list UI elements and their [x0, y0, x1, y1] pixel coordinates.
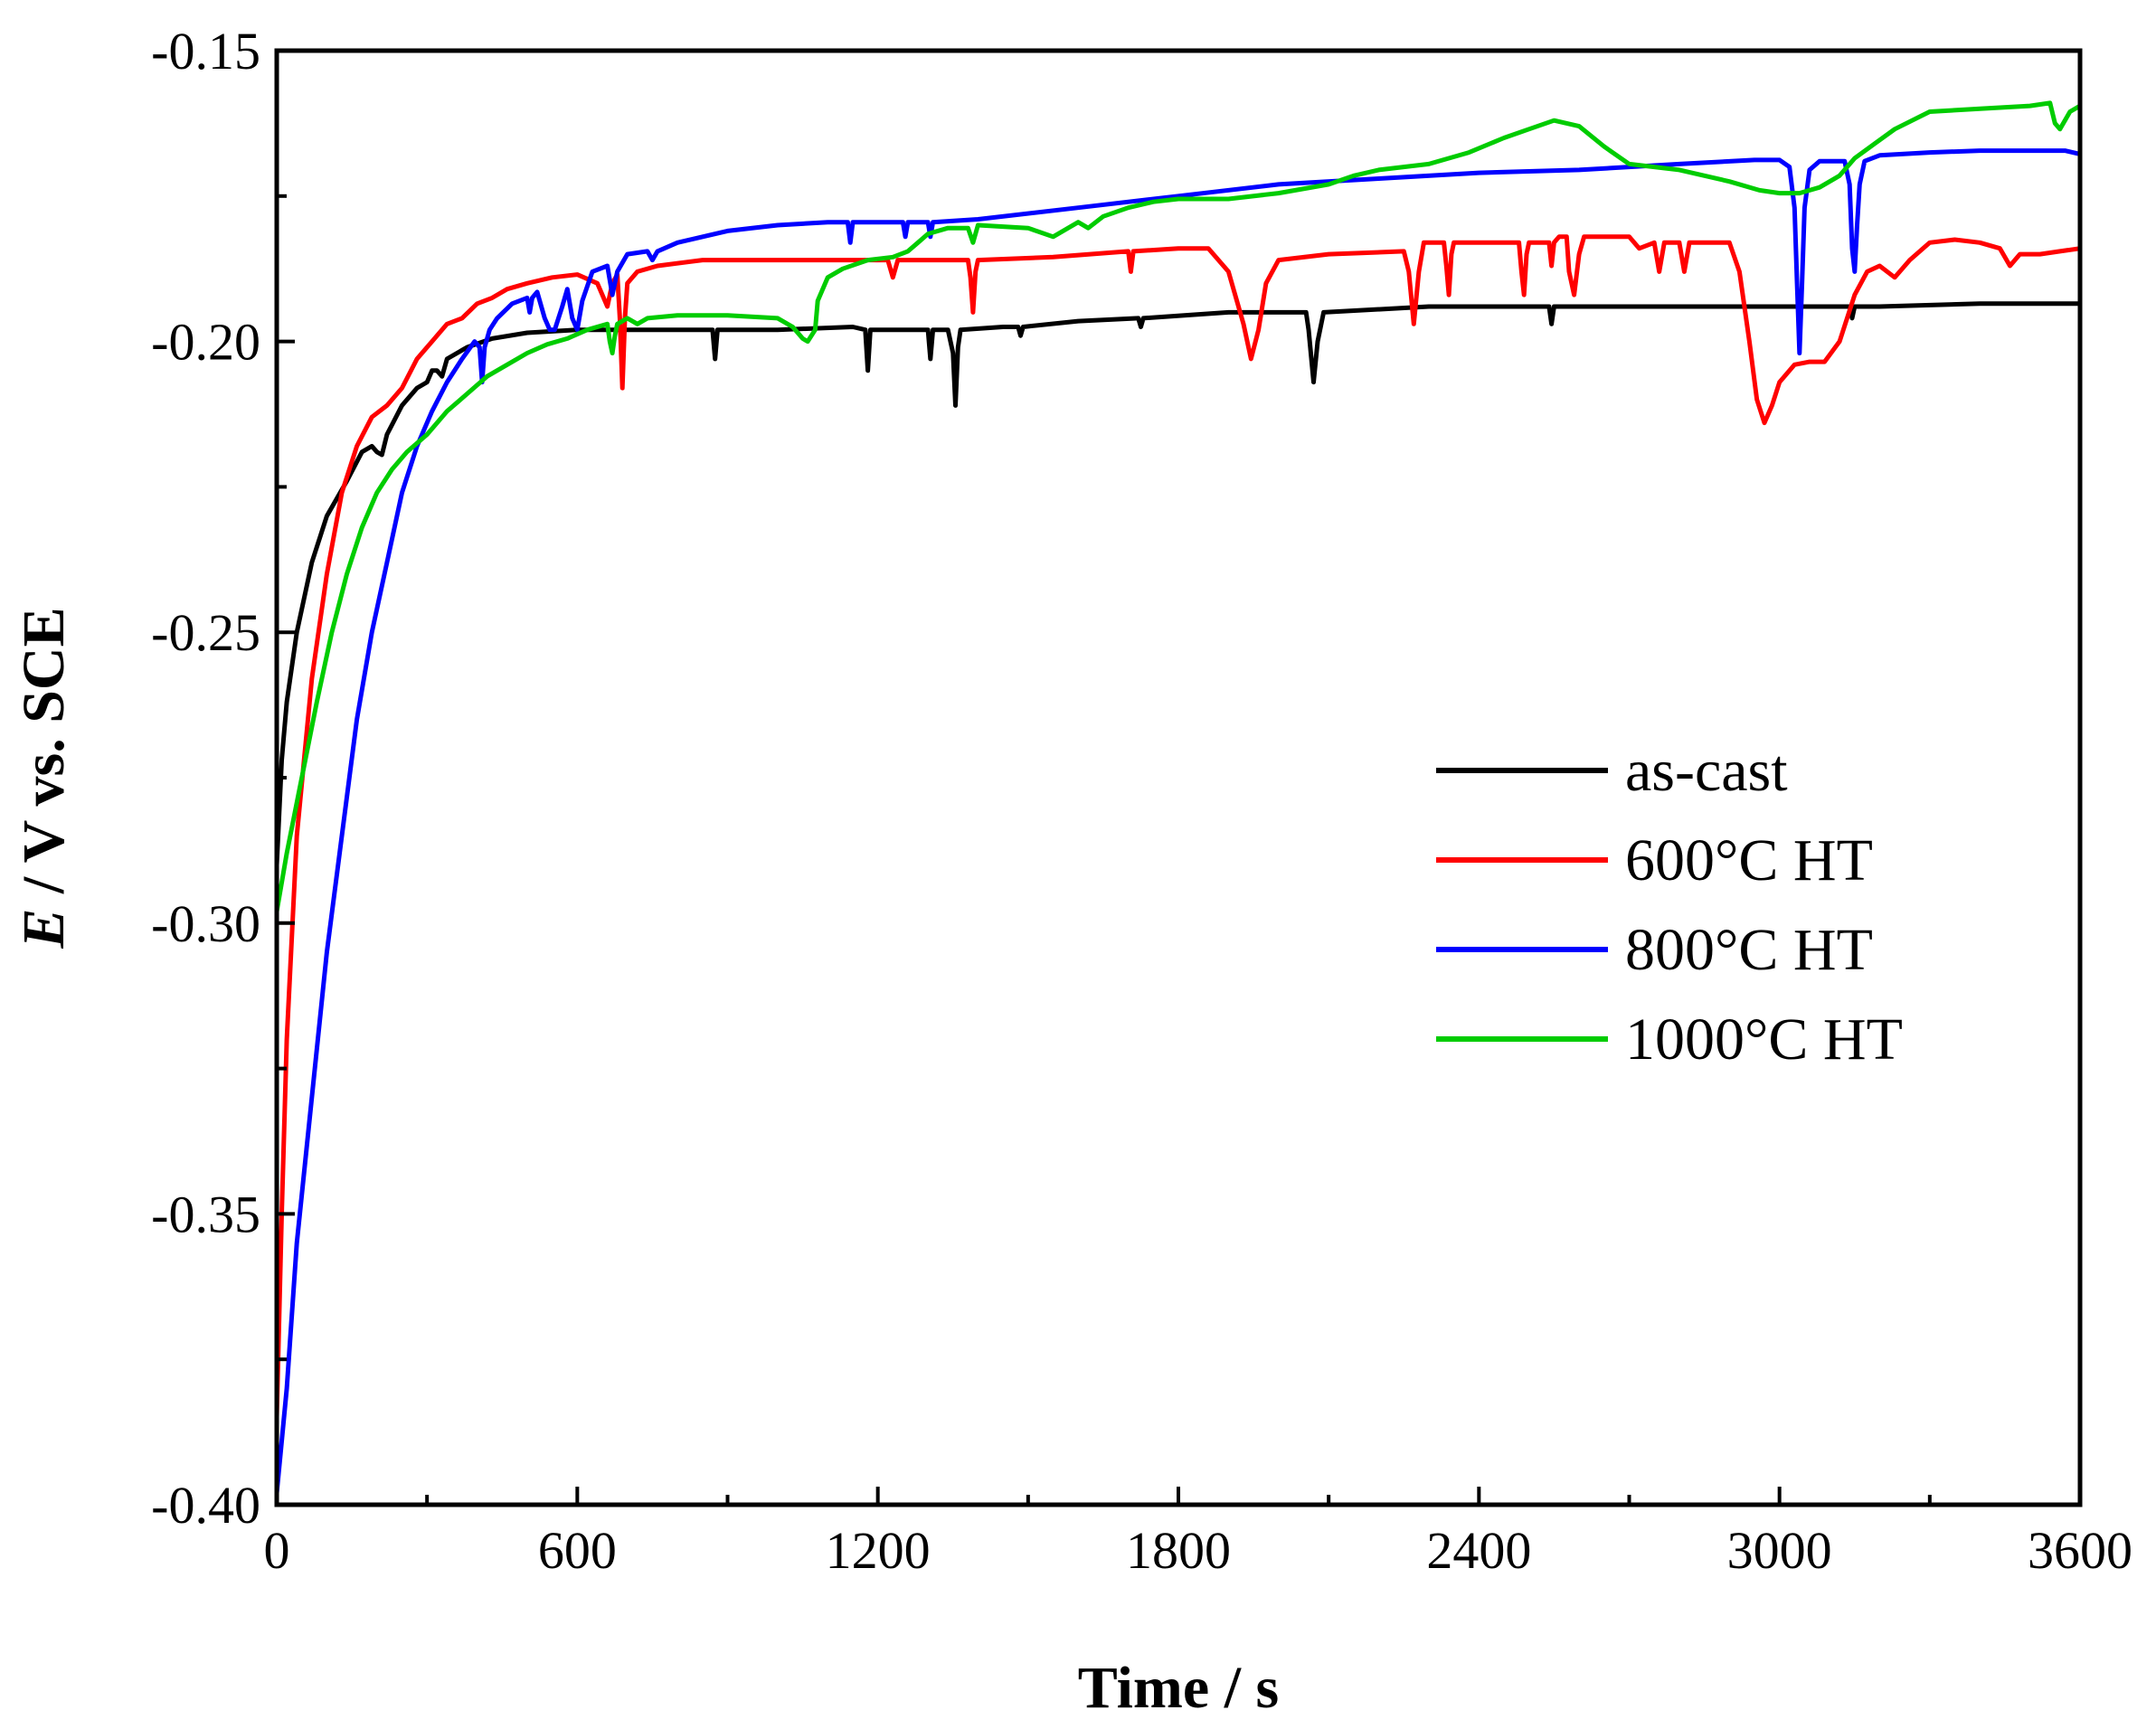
- legend-label-600c-ht: 600°C HT: [1625, 827, 1873, 893]
- x-tick-label: 0: [264, 1521, 290, 1580]
- x-tick-label: 600: [538, 1521, 617, 1580]
- x-tick-label: 3000: [1727, 1521, 1832, 1580]
- series-line-600c-ht: [277, 234, 2080, 1420]
- series-line-as-cast: [277, 301, 2080, 867]
- series-line-1000c-ht: [277, 100, 2080, 914]
- x-tick-label: 1200: [826, 1521, 931, 1580]
- x-tick-label: 3600: [2028, 1521, 2132, 1580]
- x-axis: 0 600 1200 1800 2400 3000 3600: [264, 1487, 2132, 1580]
- y-tick-label: -0.30: [151, 894, 260, 953]
- plot-frame: [274, 48, 2083, 1507]
- y-axis-title: E / V vs. SCE: [11, 607, 77, 949]
- series-layer: [277, 100, 2080, 1496]
- legend-label-1000c-ht: 1000°C HT: [1625, 1006, 1903, 1072]
- legend: as-cast 600°C HT 800°C HT 1000°C HT: [1436, 738, 1903, 1072]
- y-axis-title-symbol: E: [11, 909, 77, 950]
- y-axis-title-unit: / V vs. SCE: [11, 607, 77, 908]
- x-axis-title: Time / s: [1078, 1655, 1279, 1721]
- legend-label-as-cast: as-cast: [1625, 738, 1788, 804]
- y-axis: -0.40 -0.35 -0.30 -0.25 -0.20 -0.15: [151, 22, 295, 1535]
- series-line-800c-ht: [277, 148, 2080, 1496]
- y-tick-label: -0.25: [151, 603, 260, 662]
- x-tick-label: 1800: [1126, 1521, 1231, 1580]
- y-tick-label: -0.15: [151, 22, 260, 80]
- legend-label-800c-ht: 800°C HT: [1625, 917, 1873, 983]
- y-tick-label: -0.40: [151, 1476, 260, 1535]
- y-tick-label: -0.20: [151, 313, 260, 372]
- y-tick-label: -0.35: [151, 1185, 260, 1243]
- x-tick-label: 2400: [1426, 1521, 1531, 1580]
